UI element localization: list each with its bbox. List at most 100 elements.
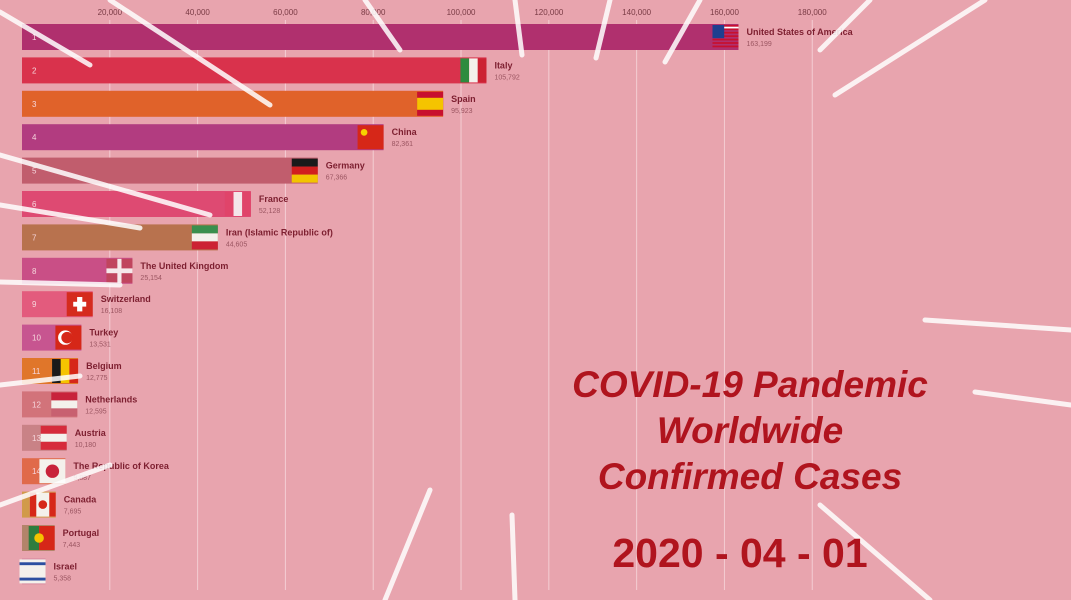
- country-label: Belgium: [86, 361, 122, 371]
- france-flag-icon: [224, 192, 251, 216]
- value-label: 13,531: [89, 342, 111, 349]
- bar: [22, 57, 487, 84]
- country-label: Israel: [54, 561, 78, 571]
- bar: [22, 124, 384, 151]
- country-label: Italy: [494, 60, 512, 70]
- italy-flag-icon: [460, 58, 487, 83]
- burst-streak: [509, 512, 518, 600]
- value-label: 10,180: [75, 442, 97, 449]
- value-label: 9,887: [73, 475, 91, 482]
- country-label: Portugal: [63, 528, 100, 538]
- value-label: 163,199: [746, 41, 771, 48]
- burst-streak: [382, 487, 433, 600]
- canada-flag-icon: [29, 492, 56, 517]
- burst-streak: [922, 317, 1071, 333]
- x-tick-label: 20,000: [98, 8, 123, 17]
- x-tick-label: 40,000: [185, 8, 210, 17]
- country-label: France: [259, 194, 289, 204]
- burst-streak: [512, 0, 525, 58]
- belgium-flag-icon: [52, 359, 79, 383]
- burst-streak: [662, 0, 703, 65]
- bar-rank: 12: [32, 400, 41, 409]
- bar-rank: 6: [32, 200, 37, 209]
- burst-streak: [0, 152, 213, 218]
- bar-rank: 5: [32, 167, 37, 176]
- burst-streak: [817, 0, 873, 53]
- value-label: 44,605: [226, 241, 248, 248]
- netherlands-flag-icon: [51, 392, 78, 417]
- country-label: United States of America: [746, 27, 853, 37]
- bar-rank: 3: [32, 100, 37, 109]
- switzerland-flag-icon: [66, 292, 93, 317]
- country-label: Switzerland: [101, 294, 151, 304]
- title-line-3: Confirmed Cases: [597, 456, 903, 497]
- burst-streak: [832, 0, 988, 98]
- burst-streak: [817, 502, 933, 600]
- value-label: 12,595: [85, 408, 107, 415]
- turkey-flag-icon: [55, 325, 82, 350]
- x-tick-label: 120,000: [534, 8, 563, 17]
- korea-flag-icon: [39, 459, 66, 484]
- spain-flag-icon: [417, 91, 444, 116]
- bar-rank: 11: [32, 367, 41, 376]
- burst-streak: [593, 0, 613, 61]
- bar-rank: 4: [32, 133, 37, 142]
- burst-streak: [362, 0, 403, 53]
- value-label: 95,923: [451, 108, 473, 115]
- x-tick-label: 140,000: [622, 8, 651, 17]
- burst-streak: [0, 373, 83, 388]
- bar-rank: 14: [32, 467, 41, 476]
- bar-rank: 10: [32, 334, 41, 343]
- value-label: 7,443: [63, 542, 81, 549]
- x-tick-label: 60,000: [273, 8, 298, 17]
- country-label: Germany: [326, 161, 365, 171]
- germany-flag-icon: [291, 158, 318, 183]
- x-tick-label: 160,000: [710, 8, 739, 17]
- portugal-flag-icon: [28, 526, 55, 550]
- value-label: 25,154: [140, 275, 162, 282]
- israel-flag-icon: [19, 559, 46, 584]
- uk-flag-icon: [106, 258, 133, 283]
- country-label: Iran (Islamic Republic of): [226, 227, 333, 237]
- bar: [22, 224, 218, 251]
- country-label: The United Kingdom: [140, 261, 228, 271]
- country-label: Spain: [451, 94, 476, 104]
- country-label: The Republic of Korea: [73, 461, 170, 471]
- bar-rank: 9: [32, 300, 37, 309]
- bar: [22, 90, 444, 117]
- bar-rank: 2: [32, 66, 37, 75]
- title-line-1: COVID-19 Pandemic: [572, 364, 928, 405]
- burst-streak: [107, 0, 273, 108]
- country-label: China: [392, 127, 418, 137]
- value-label: 5,358: [54, 575, 72, 582]
- burst-streak: [0, 462, 113, 508]
- burst-streak: [0, 279, 123, 288]
- x-tick-label: 100,000: [447, 8, 476, 17]
- country-label: Austria: [75, 428, 107, 438]
- country-label: Canada: [64, 495, 98, 505]
- burst-streak: [972, 389, 1071, 408]
- value-label: 16,108: [101, 308, 123, 315]
- bar-rank: 1: [32, 33, 37, 42]
- iran-flag-icon: [191, 225, 218, 250]
- chart-title: COVID-19 Pandemic Worldwide Confirmed Ca…: [500, 362, 1000, 500]
- china-flag-icon: [357, 125, 384, 150]
- value-label: 12,775: [86, 375, 108, 382]
- x-tick-label: 180,000: [798, 8, 827, 17]
- usa-flag-icon: [712, 25, 739, 48]
- bar: [22, 157, 318, 184]
- country-label: Netherlands: [85, 394, 137, 404]
- value-label: 67,366: [326, 175, 348, 182]
- austria-flag-icon: [40, 425, 67, 450]
- bar: [22, 24, 739, 50]
- date-label: 2020 - 04 - 01: [612, 530, 868, 576]
- burst-streak: [0, 202, 143, 231]
- value-label: 105,792: [494, 74, 519, 81]
- burst-streak: [0, 9, 93, 68]
- value-label: 52,128: [259, 208, 281, 215]
- value-label: 7,695: [64, 509, 82, 516]
- title-line-2: Worldwide: [656, 410, 844, 451]
- bar-rank: 13: [32, 434, 41, 443]
